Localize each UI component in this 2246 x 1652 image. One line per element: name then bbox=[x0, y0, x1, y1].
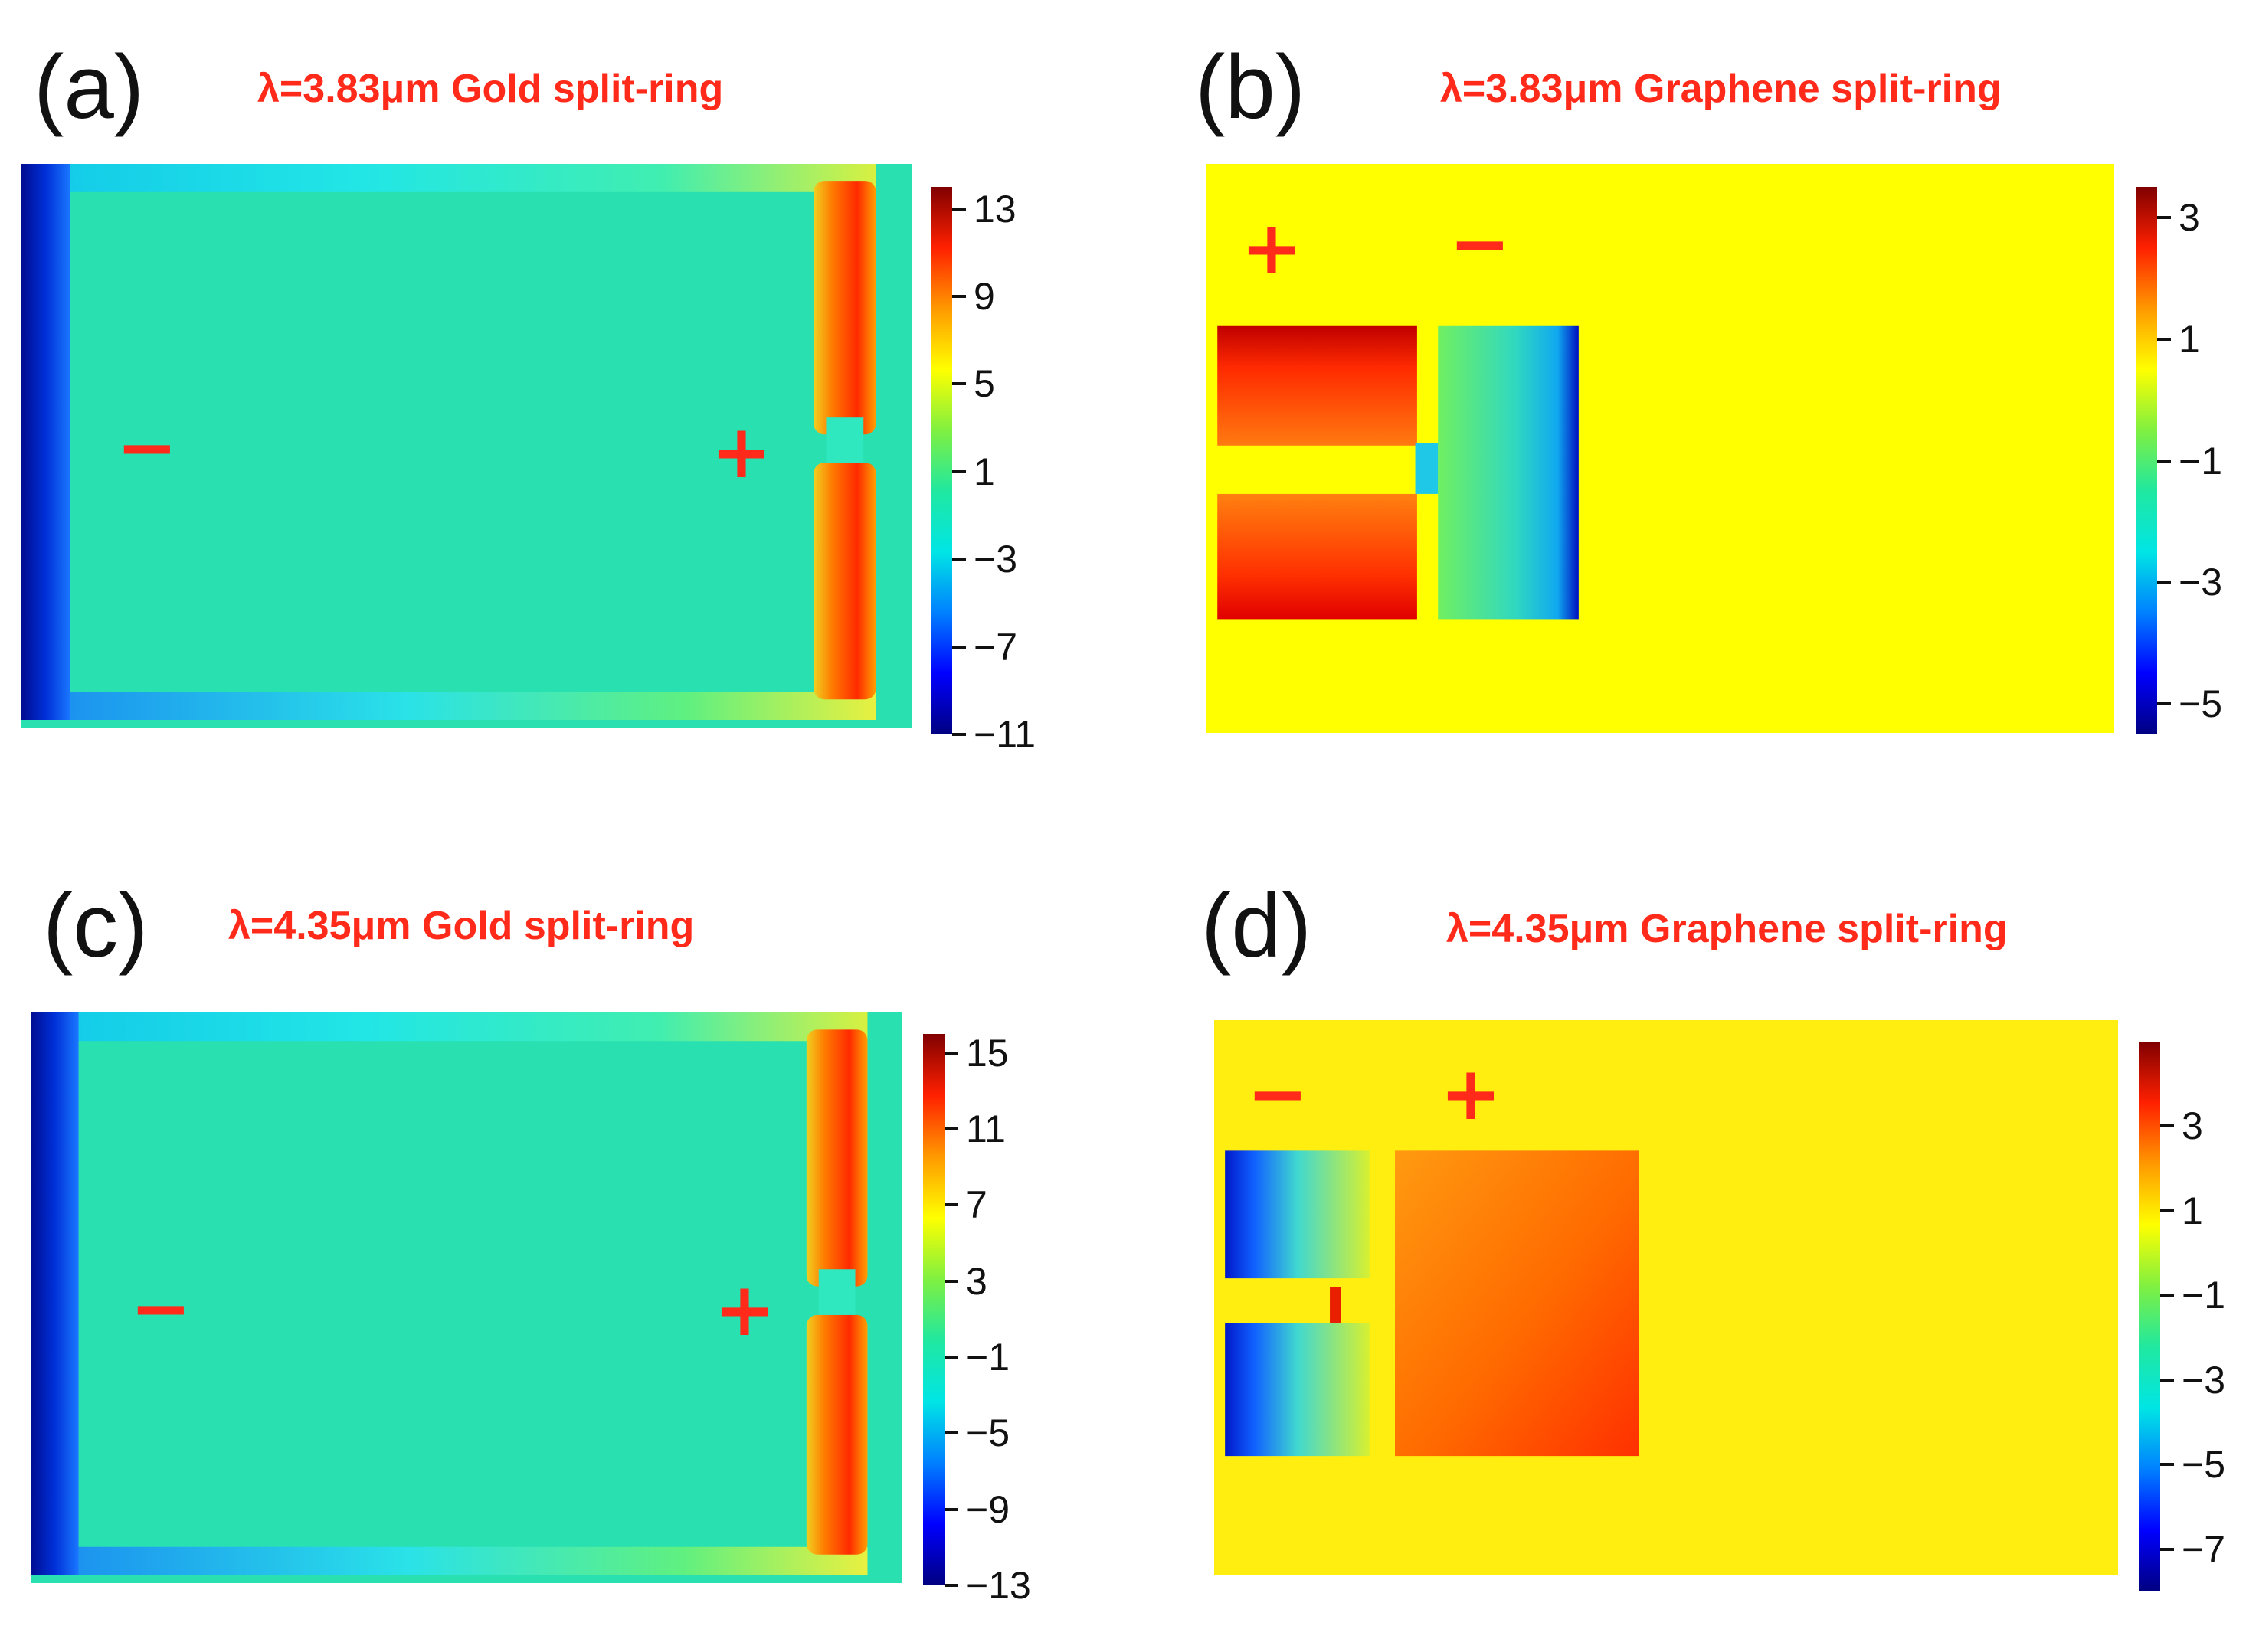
colorbar-tick bbox=[945, 1584, 958, 1587]
colorbar-tick bbox=[2157, 459, 2171, 463]
panel-label: (b) bbox=[1195, 37, 1306, 138]
colorbar-tick-label: −1 bbox=[2179, 439, 2223, 483]
colorbar-tick bbox=[2160, 1209, 2174, 1212]
colorbar-tick-label: 13 bbox=[974, 187, 1017, 231]
colorbar-tick bbox=[952, 733, 966, 736]
colorbar: 3 1 −1 −3 −5 bbox=[2136, 187, 2222, 734]
colorbar-tick bbox=[2160, 1547, 2174, 1551]
colorbar-tick bbox=[952, 469, 966, 473]
field-map bbox=[1214, 1020, 2118, 1575]
panel-title: λ=3.83μm Graphene split-ring bbox=[1440, 67, 2002, 111]
colorbar-tick bbox=[945, 1051, 958, 1055]
colorbar-tick bbox=[2157, 581, 2171, 584]
panel-title: λ=4.35μm Gold split-ring bbox=[228, 904, 695, 948]
colorbar-tick-label: 1 bbox=[2179, 317, 2200, 361]
panel-label: (c) bbox=[43, 875, 149, 976]
panel-title: λ=4.35μm Graphene split-ring bbox=[1446, 907, 2008, 951]
colorbar-tick bbox=[2160, 1463, 2174, 1467]
colorbar-tick-label: 3 bbox=[2182, 1104, 2203, 1148]
field-map-svg bbox=[1206, 164, 2114, 733]
field-map-svg bbox=[21, 164, 912, 728]
field-map-svg bbox=[1214, 1020, 2118, 1575]
colorbar-tick bbox=[2160, 1294, 2174, 1297]
colorbar-tick-label: −9 bbox=[966, 1487, 1010, 1531]
charge-sign: + bbox=[1439, 1051, 1502, 1137]
colorbar-tick bbox=[945, 1203, 958, 1207]
colorbar-tick-label: 7 bbox=[966, 1183, 987, 1227]
charge-sign: + bbox=[710, 409, 773, 495]
colorbar-tick bbox=[952, 558, 966, 561]
charge-sign: − bbox=[1246, 1051, 1309, 1137]
colorbar: 15 11 7 3 −1 −5 −9 −13 bbox=[923, 1034, 1031, 1605]
field-map bbox=[31, 1012, 902, 1583]
colorbar-tick-label: −5 bbox=[2182, 1443, 2226, 1487]
colorbar-tick bbox=[952, 382, 966, 386]
colorbar-tick bbox=[945, 1279, 958, 1283]
colorbar-tick bbox=[945, 1356, 958, 1359]
field-map bbox=[1206, 164, 2114, 733]
colorbar-tick-label: −3 bbox=[2179, 561, 2223, 604]
panel-title: λ=3.83μm Gold split-ring bbox=[257, 67, 724, 111]
colorbar-tick bbox=[2160, 1124, 2174, 1128]
colorbar-tick bbox=[952, 645, 966, 649]
colorbar-tick-label: −1 bbox=[966, 1336, 1010, 1379]
colorbar-tick-label: 1 bbox=[2182, 1189, 2203, 1232]
colorbar-tick-label: −13 bbox=[966, 1564, 1031, 1607]
colorbar-tick-label: 5 bbox=[974, 362, 995, 406]
colorbar-tick-label: 1 bbox=[974, 450, 995, 493]
colorbar-tick-label: −3 bbox=[2182, 1358, 2226, 1402]
colorbar-tick bbox=[2160, 1378, 2174, 1382]
colorbar-tick bbox=[2157, 337, 2171, 341]
charge-sign: − bbox=[129, 1265, 192, 1351]
charge-sign: − bbox=[116, 404, 178, 490]
colorbar-tick bbox=[2157, 702, 2171, 706]
colorbar-tick-label: −5 bbox=[966, 1412, 1010, 1455]
colorbar-tick-label: 11 bbox=[966, 1107, 1006, 1151]
field-map bbox=[21, 164, 912, 728]
colorbar: 3 1 −1 −3 −5 −7 bbox=[2139, 1042, 2225, 1591]
colorbar-tick-label: −7 bbox=[2182, 1527, 2226, 1571]
colorbar-tick-label: −7 bbox=[974, 625, 1018, 669]
charge-sign: + bbox=[713, 1267, 776, 1353]
colorbar-tick bbox=[945, 1507, 958, 1511]
colorbar-tick-label: −11 bbox=[974, 713, 1036, 756]
colorbar-tick bbox=[2157, 215, 2171, 219]
panel-label: (a) bbox=[34, 37, 145, 138]
colorbar-tick-label: −3 bbox=[974, 538, 1018, 581]
colorbar-tick bbox=[952, 295, 966, 298]
colorbar-tick bbox=[945, 1127, 958, 1131]
colorbar-tick bbox=[952, 207, 966, 211]
charge-sign: + bbox=[1240, 205, 1303, 291]
colorbar-tick-label: −1 bbox=[2182, 1274, 2226, 1317]
colorbar-tick-label: 15 bbox=[966, 1031, 1009, 1075]
colorbar-tick bbox=[945, 1431, 958, 1435]
colorbar-tick-label: 3 bbox=[2179, 195, 2200, 239]
colorbar-tick-label: 3 bbox=[966, 1259, 987, 1303]
field-map-svg bbox=[31, 1012, 902, 1583]
colorbar-tick-label: 9 bbox=[974, 275, 995, 318]
colorbar-tick-label: −5 bbox=[2179, 682, 2223, 726]
panel-label: (d) bbox=[1201, 875, 1312, 976]
colorbar: 13 9 5 1 −3 −7 −11 bbox=[931, 187, 1036, 754]
charge-sign: − bbox=[1449, 201, 1511, 286]
